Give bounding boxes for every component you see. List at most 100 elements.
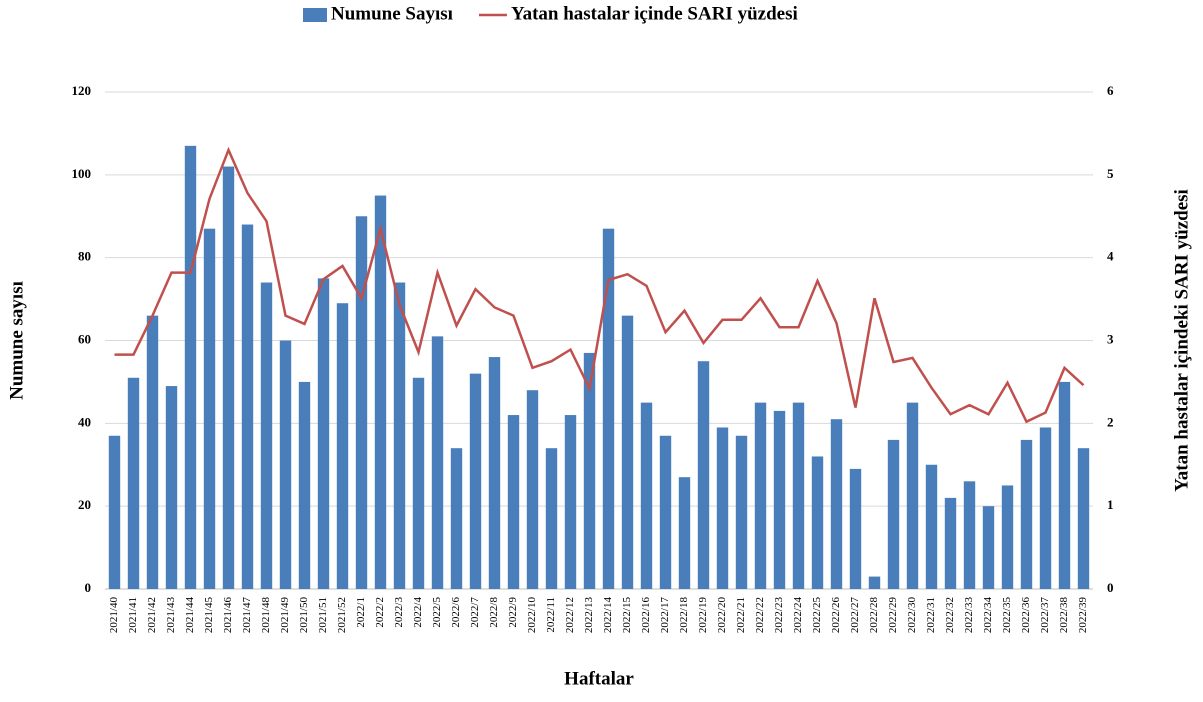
bar: [431, 336, 444, 589]
x-tick-label: 2022/18: [678, 597, 690, 634]
bar: [507, 415, 520, 589]
bar: [716, 427, 729, 589]
bar: [754, 402, 767, 589]
x-tick-label: 2021/41: [127, 597, 139, 633]
bar: [640, 402, 653, 589]
x-tick-label: 2022/36: [1020, 597, 1032, 634]
x-tick-label: 2022/25: [811, 597, 823, 634]
x-tick-label: 2022/23: [773, 597, 785, 634]
bar: [488, 357, 501, 589]
x-tick-label: 2022/32: [944, 597, 956, 633]
x-tick-label: 2022/14: [602, 597, 614, 634]
x-tick-label: 2021/49: [279, 597, 291, 634]
y-tick-label: 60: [78, 331, 91, 346]
y-tick-label: 80: [78, 249, 91, 264]
y-tick-label: 20: [78, 497, 91, 512]
x-tick-label: 2022/39: [1077, 597, 1089, 634]
bar: [412, 377, 425, 589]
y-tick-label: 120: [72, 83, 92, 98]
x-tick-label: 2022/12: [564, 597, 576, 633]
x-tick-label: 2022/2: [374, 597, 386, 628]
x-tick-label: 2022/7: [469, 597, 481, 628]
x-tick-label: 2022/17: [659, 597, 671, 634]
legend-label: Numune Sayısı: [331, 3, 453, 24]
legend-label: Yatan hastalar içinde SARI yüzdesi: [511, 3, 798, 24]
bar: [697, 361, 710, 589]
x-tick-label: 2022/3: [393, 597, 405, 628]
x-tick-label: 2022/20: [716, 597, 728, 634]
bar: [792, 402, 805, 589]
bar: [963, 481, 976, 589]
bar: [887, 439, 900, 589]
bar: [165, 386, 178, 589]
bar: [1058, 381, 1071, 589]
bar: [906, 402, 919, 589]
bar: [602, 228, 615, 590]
bar: [317, 278, 330, 589]
bar: [203, 228, 216, 590]
legend-swatch: [303, 8, 327, 22]
bar: [678, 477, 691, 589]
bar: [184, 145, 197, 589]
y-tick-label: 0: [85, 580, 92, 595]
bar: [393, 282, 406, 589]
x-tick-label: 2022/6: [450, 597, 462, 628]
y2-tick-label: 4: [1107, 249, 1114, 264]
x-tick-label: 2021/46: [222, 597, 234, 634]
bar: [108, 435, 121, 589]
bar: [564, 415, 577, 589]
x-tick-label: 2022/31: [925, 597, 937, 633]
x-tick-label: 2022/34: [982, 597, 994, 634]
bar: [450, 448, 463, 589]
x-tick-label: 2022/28: [868, 597, 880, 634]
y2-tick-label: 1: [1107, 497, 1114, 512]
y2-tick-label: 5: [1107, 166, 1114, 181]
x-tick-label: 2022/29: [887, 597, 899, 634]
bar: [621, 315, 634, 589]
bar: [1020, 439, 1033, 589]
bar: [526, 390, 539, 589]
bar: [1077, 448, 1090, 589]
bar: [298, 381, 311, 589]
bar: [659, 435, 672, 589]
bar: [735, 435, 748, 589]
y2-tick-label: 6: [1107, 83, 1114, 98]
bar: [849, 468, 862, 589]
x-tick-label: 2021/40: [108, 597, 120, 634]
bar: [925, 464, 938, 589]
x-tick-label: 2022/24: [792, 597, 804, 634]
x-tick-label: 2021/50: [298, 597, 310, 634]
bar: [982, 506, 995, 589]
x-tick-label: 2022/8: [488, 597, 500, 628]
bar: [355, 216, 368, 589]
x-tick-label: 2022/27: [849, 597, 861, 634]
x-tick-label: 2021/51: [317, 597, 329, 633]
x-tick-label: 2022/38: [1058, 597, 1070, 634]
bar: [336, 303, 349, 589]
bar: [127, 377, 140, 589]
x-axis-title: Haftalar: [564, 668, 634, 689]
x-tick-label: 2021/45: [203, 597, 215, 634]
x-tick-label: 2022/22: [754, 597, 766, 633]
bar: [1001, 485, 1014, 589]
bar: [583, 352, 596, 589]
y2-tick-label: 0: [1107, 580, 1114, 595]
bar: [222, 166, 235, 590]
x-tick-label: 2022/13: [583, 597, 595, 634]
y2-tick-label: 2: [1107, 414, 1114, 429]
line: [114, 146, 1085, 424]
x-tick-label: 2022/9: [507, 597, 519, 628]
bar: [279, 340, 292, 589]
y2-tick-label: 3: [1107, 331, 1114, 346]
bar: [868, 576, 881, 589]
x-tick-label: 2022/16: [640, 597, 652, 634]
x-tick-label: 2022/15: [621, 597, 633, 634]
x-tick-label: 2021/48: [260, 597, 272, 634]
x-tick-label: 2022/37: [1039, 597, 1051, 634]
bar: [811, 456, 824, 589]
bar: [773, 410, 786, 589]
bar: [545, 448, 558, 589]
x-tick-label: 2022/5: [431, 597, 443, 628]
bar: [146, 315, 159, 589]
